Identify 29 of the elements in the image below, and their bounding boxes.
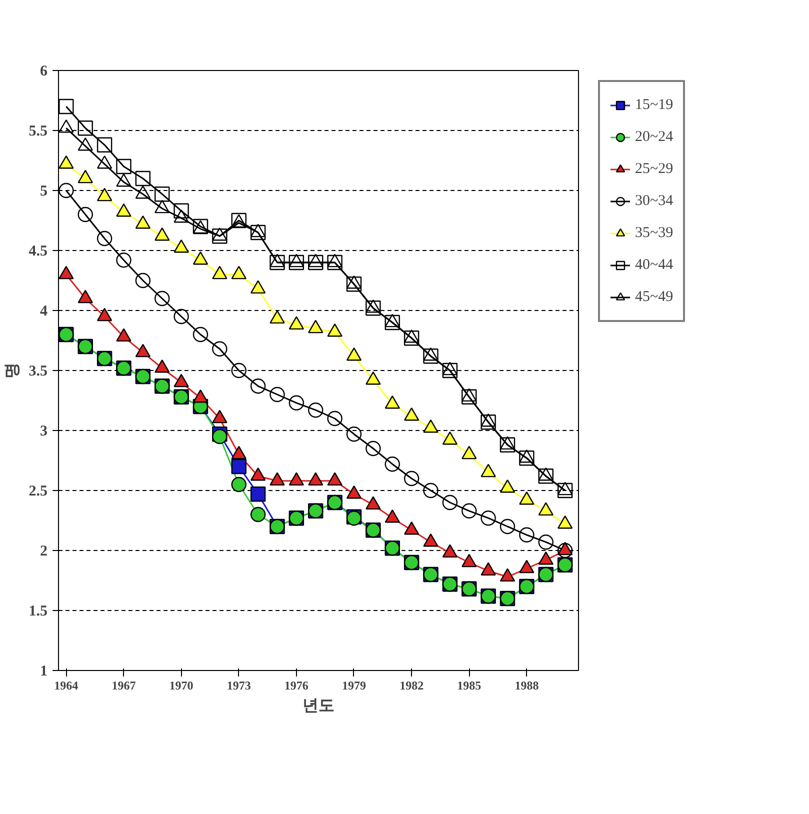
y-tick-label: 5.5 xyxy=(28,124,48,140)
x-tick-label: 1973 xyxy=(226,678,251,692)
x-tick-label: 1985 xyxy=(457,678,482,692)
legend-label: 30~34 xyxy=(635,192,674,210)
y-tick-label: 4.5 xyxy=(28,244,48,260)
legend-label: 45~49 xyxy=(635,288,674,306)
y-tick-label: 5 xyxy=(40,184,48,200)
legend-label: 40~44 xyxy=(635,256,674,274)
legend-label: 20~24 xyxy=(635,128,674,146)
x-tick-label: 1964 xyxy=(54,678,78,692)
x-tick-label: 1967 xyxy=(112,678,136,692)
x-tick-label: 1970 xyxy=(169,678,194,692)
y-tick-label: 1.5 xyxy=(28,604,48,620)
y-tick-label: 2.5 xyxy=(28,484,48,500)
x-tick-label: 1979 xyxy=(342,678,366,692)
x-tick-label: 1982 xyxy=(400,678,424,692)
y-tick-label: 3.5 xyxy=(28,364,48,380)
legend-label: 25~29 xyxy=(635,160,674,178)
legend-label: 15~19 xyxy=(635,96,674,114)
y-tick-label: 4 xyxy=(40,304,48,320)
x-tick-label: 1976 xyxy=(284,678,308,692)
x-tick-label: 1988 xyxy=(514,678,539,692)
legend-label: 35~39 xyxy=(635,224,674,242)
x-axis-title: 년도 xyxy=(302,698,334,714)
y-axis-title: 명 xyxy=(4,362,21,378)
y-tick-label: 1 xyxy=(40,664,48,680)
y-tick-label: 6 xyxy=(40,64,48,80)
y-tick-label: 2 xyxy=(40,544,48,560)
y-tick-label: 3 xyxy=(40,424,48,440)
